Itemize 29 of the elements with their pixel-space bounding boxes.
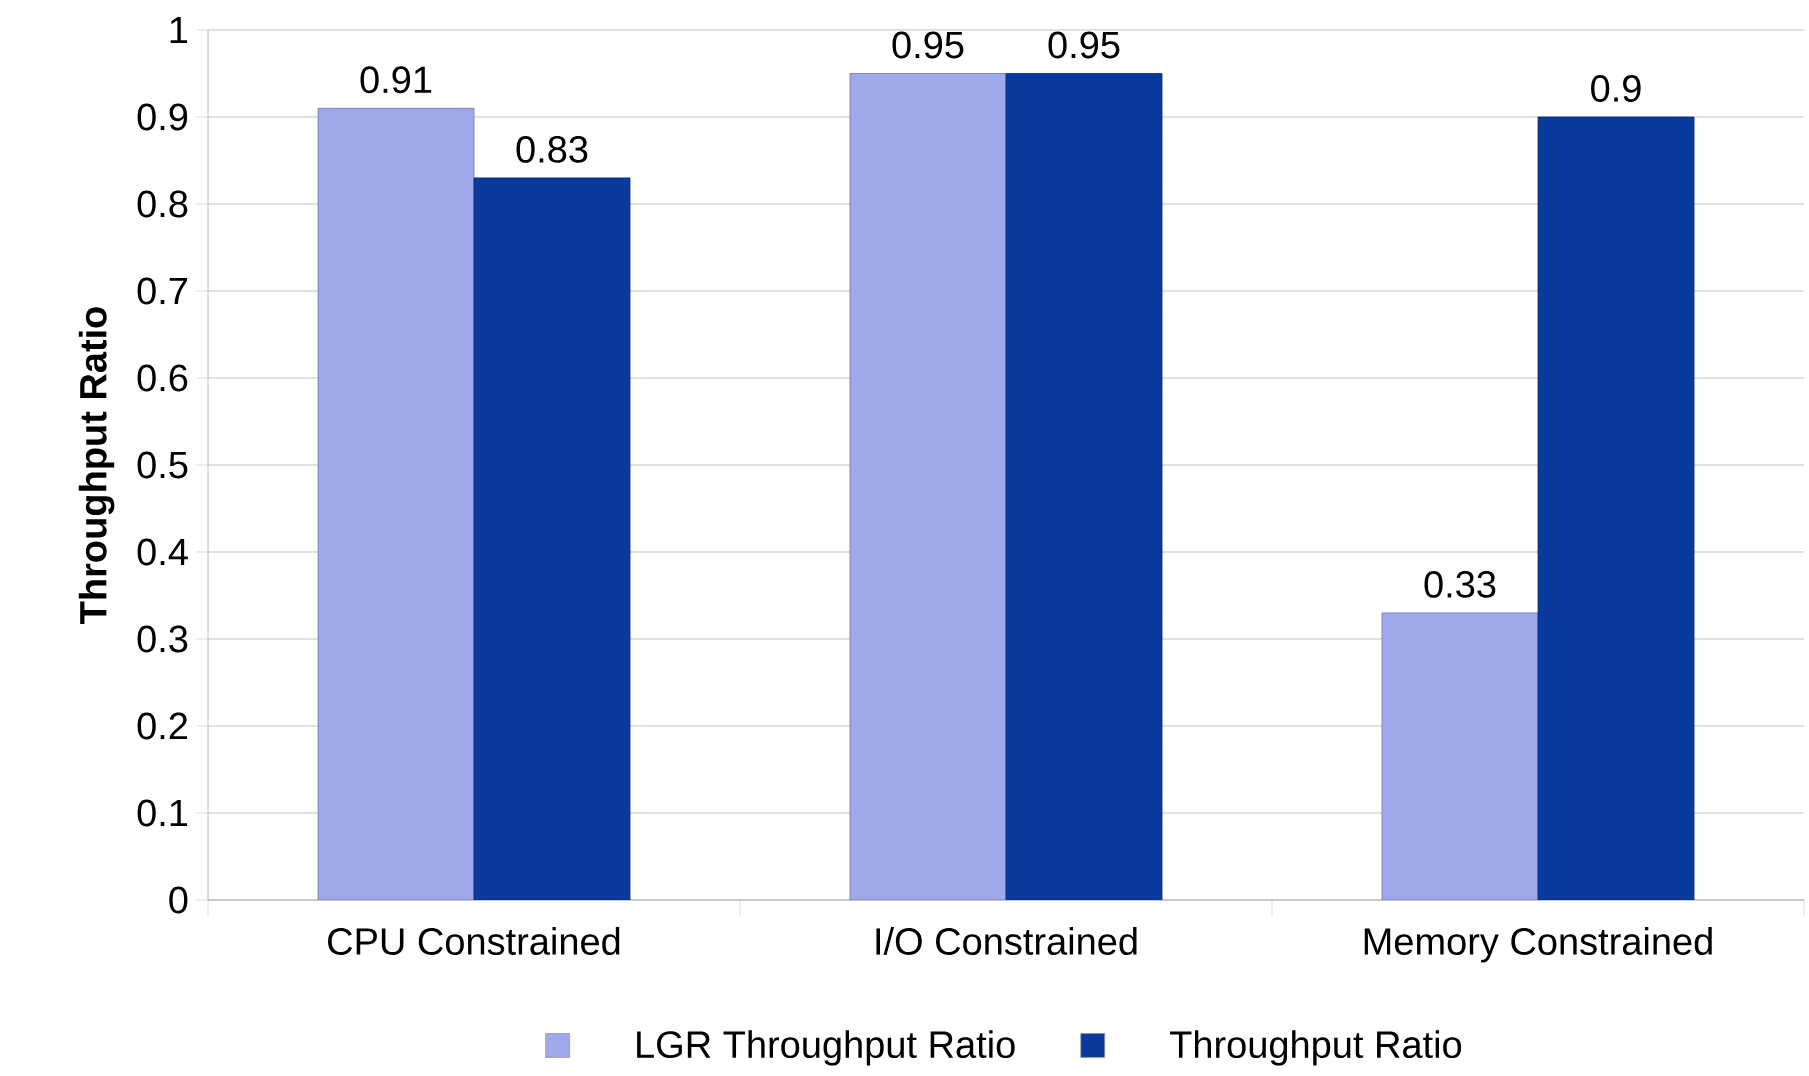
- bar: [317, 107, 475, 900]
- y-tick-label: 0.1: [137, 799, 188, 827]
- legend-label: LGR Throughput Ratio: [637, 1030, 1015, 1066]
- y-tick-label: 0.6: [137, 364, 188, 392]
- y-tick-label: 0.5: [137, 451, 188, 479]
- y-tick-label: 0.9: [137, 103, 188, 131]
- bar: [1005, 73, 1163, 900]
- x-tick-label: CPU Constrained: [328, 927, 620, 955]
- data-label: 0.33: [1424, 570, 1496, 598]
- data-label: 0.91: [360, 66, 432, 94]
- y-tick-label: 0.3: [137, 625, 188, 653]
- y-axis-title: Throughput Ratio: [78, 307, 115, 624]
- bar: [849, 73, 1007, 900]
- data-label: 0.95: [1048, 31, 1120, 59]
- bar: [1381, 612, 1539, 900]
- bar: [1537, 116, 1695, 900]
- bar: [473, 177, 631, 900]
- data-label: 0.95: [892, 31, 964, 59]
- x-tick-label: I/O Constrained: [876, 927, 1137, 955]
- x-tick-label: Memory Constrained: [1364, 927, 1712, 963]
- y-tick-label: 1: [170, 16, 188, 44]
- y-tick-label: 0: [169, 886, 188, 914]
- y-tick-label: 0.2: [137, 712, 188, 740]
- data-label: 0.83: [516, 135, 588, 163]
- y-tick-label: 0.4: [137, 538, 188, 566]
- data-label: 0.9: [1591, 75, 1641, 102]
- y-tick-label: 0.7: [137, 277, 188, 305]
- legend-label: Throughput Ratio: [1170, 1030, 1462, 1066]
- y-tick-label: 0.8: [137, 190, 188, 218]
